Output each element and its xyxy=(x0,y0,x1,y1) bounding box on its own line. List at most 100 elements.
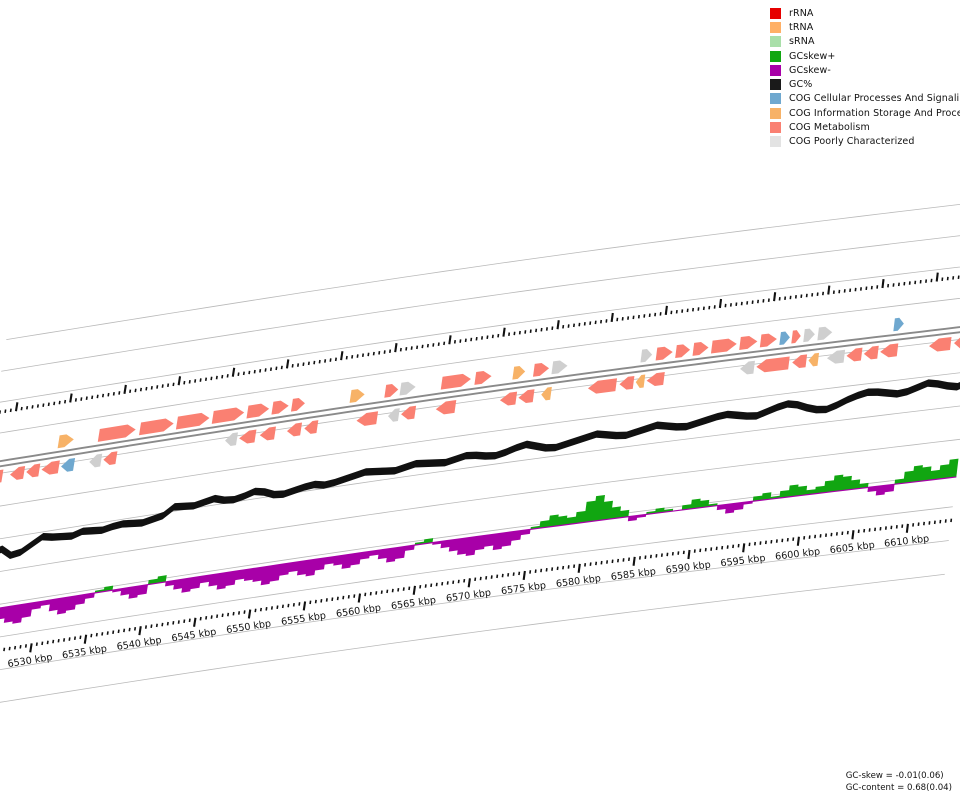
gene-arrow-metabolism[interactable] xyxy=(675,344,691,359)
gc-skew-negative-area xyxy=(112,584,148,599)
gene-arrow-metabolism[interactable] xyxy=(239,429,257,444)
gene-arrow-poorly-characterized[interactable] xyxy=(551,360,568,375)
gene-arrow-poorly-characterized[interactable] xyxy=(740,360,755,375)
gene-arrow-metabolism[interactable] xyxy=(880,343,899,358)
gene-arrow-metabolism[interactable] xyxy=(103,451,118,465)
legend-item[interactable]: COG Information Storage And Processing xyxy=(770,106,960,120)
ruler-tick-major xyxy=(905,523,909,533)
gene-arrow-information[interactable] xyxy=(808,352,820,367)
gene-arrow-metabolism[interactable] xyxy=(246,403,270,419)
ruler-tick-minor xyxy=(210,615,213,619)
gene-arrow-information[interactable] xyxy=(57,434,74,449)
gc-skew-negative-area xyxy=(716,501,753,514)
gene-arrow-metabolism[interactable] xyxy=(290,397,305,412)
ruler-tick-minor xyxy=(264,368,267,372)
legend-item[interactable]: rRNA xyxy=(770,6,960,20)
gene-arrow-information[interactable] xyxy=(349,389,365,403)
gene-arrow-metabolism[interactable] xyxy=(499,391,518,406)
ruler-tick-minor xyxy=(270,606,273,610)
gene-arrow-information[interactable] xyxy=(512,365,526,380)
gene-arrow-poorly-characterized[interactable] xyxy=(388,408,400,422)
gene-arrow-metabolism[interactable] xyxy=(97,424,136,442)
gene-arrow-cellular[interactable] xyxy=(893,317,904,332)
gene-arrow-metabolism[interactable] xyxy=(792,354,808,369)
legend-item[interactable]: COG Cellular Processes And Signaling xyxy=(770,92,960,106)
ruler-tick-minor xyxy=(226,374,229,378)
legend-item[interactable]: COG Metabolism xyxy=(770,120,960,134)
gene-arrow-track xyxy=(0,317,960,483)
gene-arrow-metabolism[interactable] xyxy=(739,336,758,350)
gene-arrow-metabolism[interactable] xyxy=(384,384,399,398)
gene-arrow-metabolism[interactable] xyxy=(692,342,709,356)
legend-swatch-cog-cellular xyxy=(770,93,781,105)
gene-arrow-information[interactable] xyxy=(635,374,646,388)
gene-arrow-metabolism[interactable] xyxy=(435,400,457,415)
legend-swatch-gc-percent xyxy=(770,79,781,91)
gene-arrow-poorly-characterized[interactable] xyxy=(826,349,846,364)
gene-arrow-metabolism[interactable] xyxy=(954,335,960,349)
ruler-tick-minor xyxy=(20,406,23,411)
gene-arrow-metabolism[interactable] xyxy=(587,378,618,394)
ruler-tick-minor xyxy=(221,613,224,618)
ruler-tick-minor xyxy=(194,379,197,383)
gene-arrow-metabolism[interactable] xyxy=(211,407,245,424)
ruler-tick-minor xyxy=(324,359,327,363)
gene-arrow-metabolism[interactable] xyxy=(532,362,550,377)
ruler-tick-major xyxy=(285,359,290,369)
gene-arrow-metabolism[interactable] xyxy=(863,345,879,360)
gene-arrow-metabolism[interactable] xyxy=(259,426,276,441)
legend-item[interactable]: COG Poorly Characterized xyxy=(770,135,960,149)
gene-arrow-metabolism[interactable] xyxy=(646,372,665,386)
gene-arrow-metabolism[interactable] xyxy=(929,337,952,352)
legend-item[interactable]: GCskew+ xyxy=(770,49,960,63)
ruler-tick-minor xyxy=(275,366,278,371)
gene-arrow-poorly-characterized[interactable] xyxy=(803,328,815,343)
gene-arrow-metabolism[interactable] xyxy=(0,469,4,483)
legend-item[interactable]: sRNA xyxy=(770,35,960,49)
gene-arrow-metabolism[interactable] xyxy=(41,460,60,475)
gene-arrow-metabolism[interactable] xyxy=(756,356,790,373)
gene-arrow-metabolism[interactable] xyxy=(10,465,26,480)
gene-arrow-metabolism[interactable] xyxy=(518,389,535,404)
gene-arrow-metabolism[interactable] xyxy=(356,411,379,426)
gene-arrow-metabolism[interactable] xyxy=(710,338,737,354)
gene-arrow-metabolism[interactable] xyxy=(791,330,801,344)
ruler-tick-minor xyxy=(58,400,61,405)
ruler-tick-minor xyxy=(85,396,88,400)
gene-arrow-metabolism[interactable] xyxy=(759,333,777,348)
gene-arrow-cellular[interactable] xyxy=(61,457,76,472)
ruler-tick-label: 6575 kbp xyxy=(500,580,546,597)
gene-arrow-metabolism[interactable] xyxy=(175,412,210,430)
ruler-tick-minor xyxy=(52,639,55,644)
ruler-tick-minor xyxy=(9,408,12,413)
gene-arrow-metabolism[interactable] xyxy=(846,347,863,362)
gene-arrow-metabolism[interactable] xyxy=(139,418,174,436)
gene-arrow-metabolism[interactable] xyxy=(440,373,471,390)
ruler-tick-minor xyxy=(118,391,121,395)
legend-item[interactable]: GCskew- xyxy=(770,63,960,77)
gene-arrow-metabolism[interactable] xyxy=(401,405,417,420)
ruler-tick-minor xyxy=(227,612,230,617)
gene-arrow-information[interactable] xyxy=(541,386,552,401)
gene-arrow-metabolism[interactable] xyxy=(26,463,41,478)
gene-arrow-cellular[interactable] xyxy=(779,331,790,345)
gene-arrow-metabolism[interactable] xyxy=(655,346,673,361)
gene-arrow-metabolism[interactable] xyxy=(619,375,635,390)
ruler-tick-major xyxy=(881,278,885,289)
legend-swatch-srna xyxy=(770,36,781,48)
gene-arrow-poorly-characterized[interactable] xyxy=(89,453,103,468)
ruler-tick-major xyxy=(193,617,197,627)
gene-arrow-poorly-characterized[interactable] xyxy=(399,381,416,396)
gene-arrow-metabolism[interactable] xyxy=(474,370,492,385)
gene-arrow-poorly-characterized[interactable] xyxy=(225,432,238,447)
legend-item[interactable]: tRNA xyxy=(770,20,960,34)
gene-arrow-metabolism[interactable] xyxy=(271,400,289,415)
genome-backbone xyxy=(0,326,960,468)
gene-arrow-poorly-characterized[interactable] xyxy=(640,348,653,363)
legend-item-label: COG Information Storage And Processing xyxy=(789,107,960,119)
gene-arrow-metabolism[interactable] xyxy=(304,420,319,434)
gene-arrow-metabolism[interactable] xyxy=(286,422,303,437)
gene-arrow-poorly-characterized[interactable] xyxy=(817,326,833,341)
legend-item[interactable]: GC% xyxy=(770,77,960,91)
gc-skew-positive-area xyxy=(530,494,630,530)
